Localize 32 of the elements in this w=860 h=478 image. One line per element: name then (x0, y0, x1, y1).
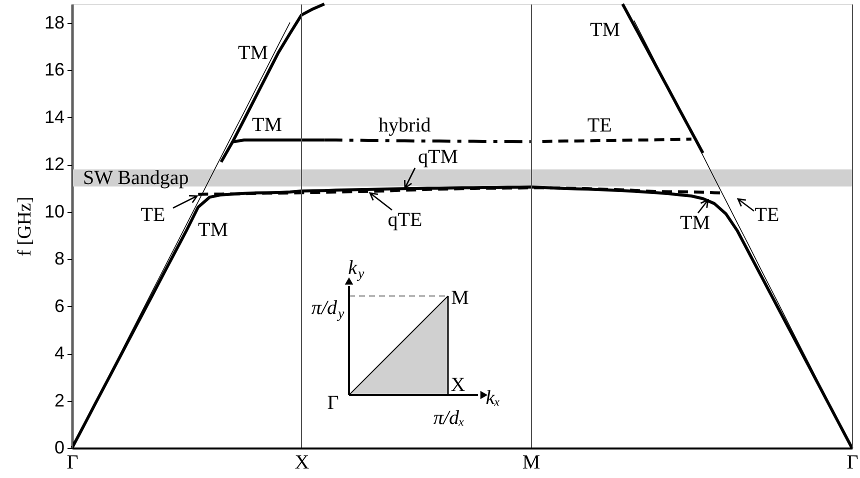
annotation: TM (590, 19, 620, 41)
annotation: TM (680, 212, 710, 234)
annotation: X (450, 374, 466, 396)
series-label: TM (252, 114, 282, 136)
y-tick-label: 16 (44, 60, 64, 80)
y-axis-title: f [GHz] (14, 196, 36, 256)
annotation: qTE (388, 209, 422, 231)
y-tick-label: 4 (54, 343, 64, 364)
x-tick-label: Γ (66, 452, 78, 474)
x-tick-label: X (294, 452, 310, 474)
y-tick-label: 0 (54, 438, 64, 458)
annotation: TE (140, 204, 166, 226)
band-label: SW Bandgap (83, 166, 189, 189)
x-tick-label: M (522, 452, 540, 474)
y-tick-label: 12 (44, 154, 64, 174)
y-tick-label: 2 (54, 390, 64, 410)
annotation: TM (198, 219, 228, 241)
series-label: hybrid (378, 114, 431, 137)
y-tick-label: 10 (44, 201, 64, 222)
annotation: TM (238, 42, 268, 64)
annotation: M (451, 287, 470, 309)
annotation: kₓ (486, 387, 500, 409)
annotation: TE (754, 204, 780, 226)
y-tick-label: 18 (44, 12, 64, 32)
series-label: TE (587, 114, 612, 137)
y-tick-label: 14 (44, 106, 64, 127)
annotation: π/dₓ (433, 407, 465, 429)
annotation: Γ (327, 392, 339, 414)
y-tick-label: 8 (54, 248, 64, 269)
y-tick-label: 6 (54, 296, 64, 316)
x-tick-label: Γ (846, 452, 858, 474)
annotation: qTM (418, 146, 458, 168)
